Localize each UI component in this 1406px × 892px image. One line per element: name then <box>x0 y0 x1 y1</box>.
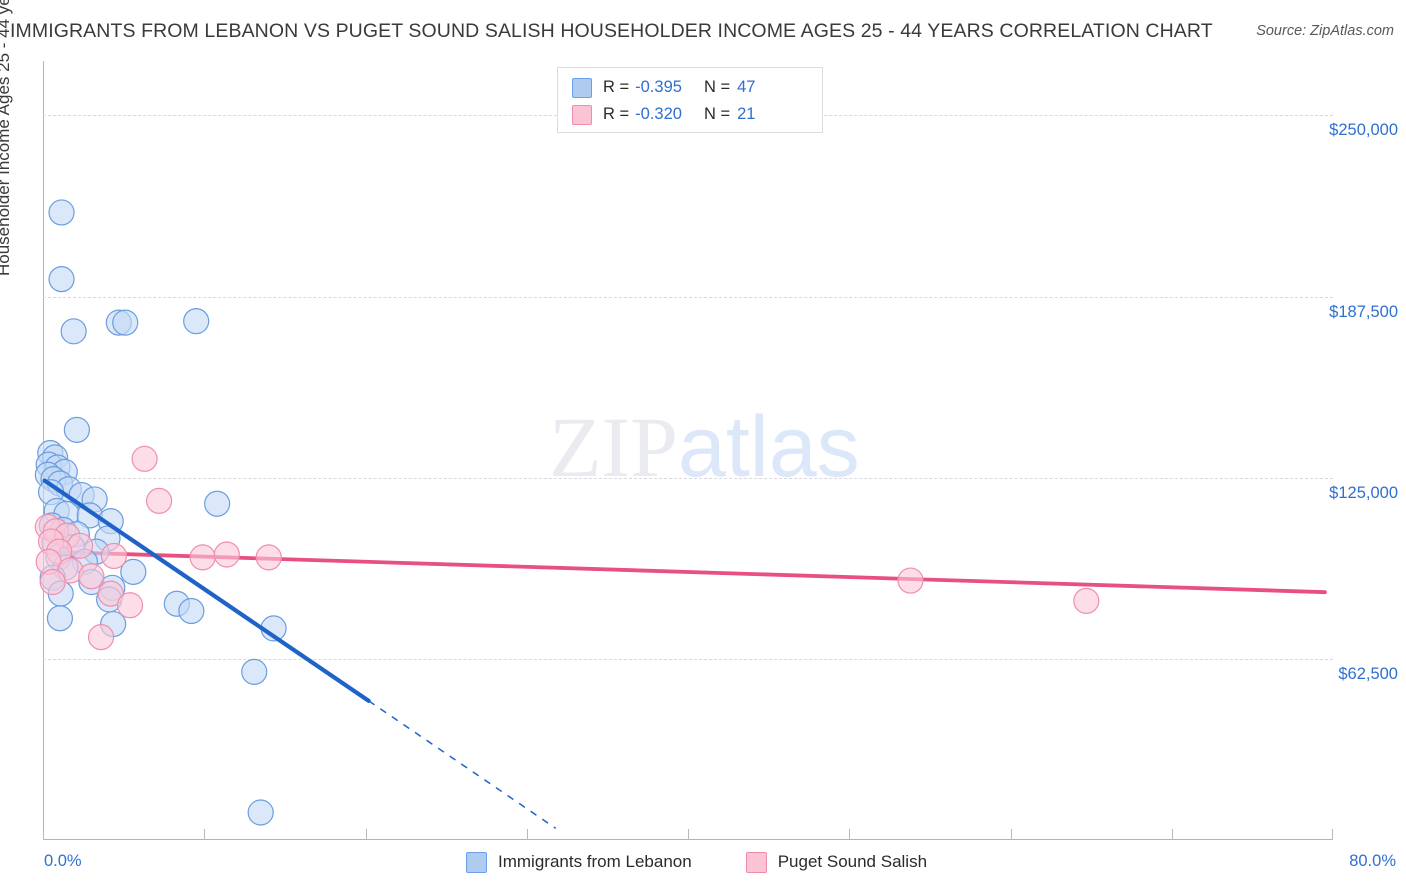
r-label: R = <box>603 105 630 123</box>
data-point-puget-sound-salish[interactable] <box>116 592 144 619</box>
data-point-puget-sound-salish[interactable] <box>100 542 128 570</box>
data-point-puget-sound-salish[interactable] <box>78 563 105 590</box>
series-legend: Immigrants from Lebanon Puget Sound Salis… <box>466 848 981 876</box>
data-point-lebanon[interactable] <box>46 605 74 632</box>
legend-swatch-puget-sound-salish-icon <box>745 851 767 873</box>
data-point-lebanon[interactable] <box>48 266 75 293</box>
data-point-puget-sound-salish[interactable] <box>189 544 216 571</box>
n-label: N = <box>703 105 731 123</box>
x-axis-tick <box>204 829 206 840</box>
n-label: N = <box>703 78 731 96</box>
data-point-puget-sound-salish[interactable] <box>97 580 124 607</box>
page-title: IMMIGRANTS FROM LEBANON VS PUGET SOUND S… <box>10 20 1213 42</box>
x-axis-min-label: 0.0% <box>44 852 82 870</box>
x-axis-max-label: 80.0% <box>1349 852 1396 870</box>
x-axis-tick <box>849 829 851 840</box>
gridline <box>43 477 1333 479</box>
y-axis-tick-label: $125,000 <box>1329 483 1398 502</box>
x-axis-tick <box>1010 829 1012 840</box>
data-point-puget-sound-salish[interactable] <box>145 487 173 514</box>
data-point-lebanon[interactable] <box>48 199 75 226</box>
data-point-lebanon[interactable] <box>63 416 90 443</box>
data-point-lebanon[interactable] <box>247 799 274 826</box>
x-axis-tick <box>43 829 44 840</box>
data-point-lebanon[interactable] <box>112 309 139 336</box>
data-point-lebanon[interactable] <box>60 318 87 345</box>
x-axis-tick <box>1171 829 1173 840</box>
r-value: -0.395 <box>635 78 682 96</box>
y-axis-tick-label: $62,500 <box>1338 664 1398 683</box>
data-point-puget-sound-salish[interactable] <box>255 544 282 571</box>
gridline <box>43 296 1333 298</box>
data-point-puget-sound-salish[interactable] <box>1073 587 1100 614</box>
data-point-lebanon[interactable] <box>183 308 210 335</box>
correlation-legend: R = -0.395 N = 47 R = -0.320 N = 21 <box>557 67 823 133</box>
y-axis-title: Householder Income Ages 25 - 44 years <box>0 0 13 276</box>
correlation-legend-row: R = -0.320 N = 21 <box>572 101 810 128</box>
x-axis-tick <box>1332 829 1333 840</box>
source-label: Source: ZipAtlas.com <box>1256 23 1394 39</box>
y-axis-tick-label: $250,000 <box>1329 121 1398 140</box>
data-point-lebanon[interactable] <box>120 558 147 585</box>
series-legend-item[interactable]: Puget Sound Salish <box>745 851 928 873</box>
r-label: R = <box>603 78 630 96</box>
data-point-puget-sound-salish[interactable] <box>39 568 66 596</box>
swatch-lebanon-icon <box>572 77 592 98</box>
n-value: 21 <box>737 105 756 123</box>
correlation-legend-row: R = -0.395 N = 47 <box>572 74 810 101</box>
swatch-puget-sound-salish-icon <box>572 104 592 125</box>
r-value: -0.320 <box>635 105 682 123</box>
series-legend-item[interactable]: Immigrants from Lebanon <box>466 851 692 873</box>
data-point-lebanon[interactable] <box>178 597 205 625</box>
x-axis-tick <box>365 829 367 840</box>
series-legend-label: Immigrants from Lebanon <box>498 852 692 871</box>
data-point-puget-sound-salish[interactable] <box>131 445 158 472</box>
x-axis-tick <box>688 829 689 840</box>
trendline-immigrants-from-lebanon <box>42 478 371 703</box>
data-point-puget-sound-salish[interactable] <box>897 567 924 594</box>
gridline <box>43 658 1333 660</box>
series-legend-label: Puget Sound Salish <box>777 852 928 871</box>
trendline-extrapolation-lebanon <box>368 700 557 830</box>
x-axis-tick <box>526 829 528 840</box>
data-point-puget-sound-salish[interactable] <box>87 623 115 651</box>
y-axis-tick-label: $187,500 <box>1329 302 1398 321</box>
plot-area <box>34 61 1333 840</box>
data-point-puget-sound-salish[interactable] <box>213 541 240 568</box>
n-value: 47 <box>737 78 756 96</box>
legend-swatch-lebanon-icon <box>466 851 487 873</box>
scatter-plot <box>34 199 1327 830</box>
data-point-lebanon[interactable] <box>241 658 268 685</box>
data-point-lebanon[interactable] <box>204 490 231 517</box>
